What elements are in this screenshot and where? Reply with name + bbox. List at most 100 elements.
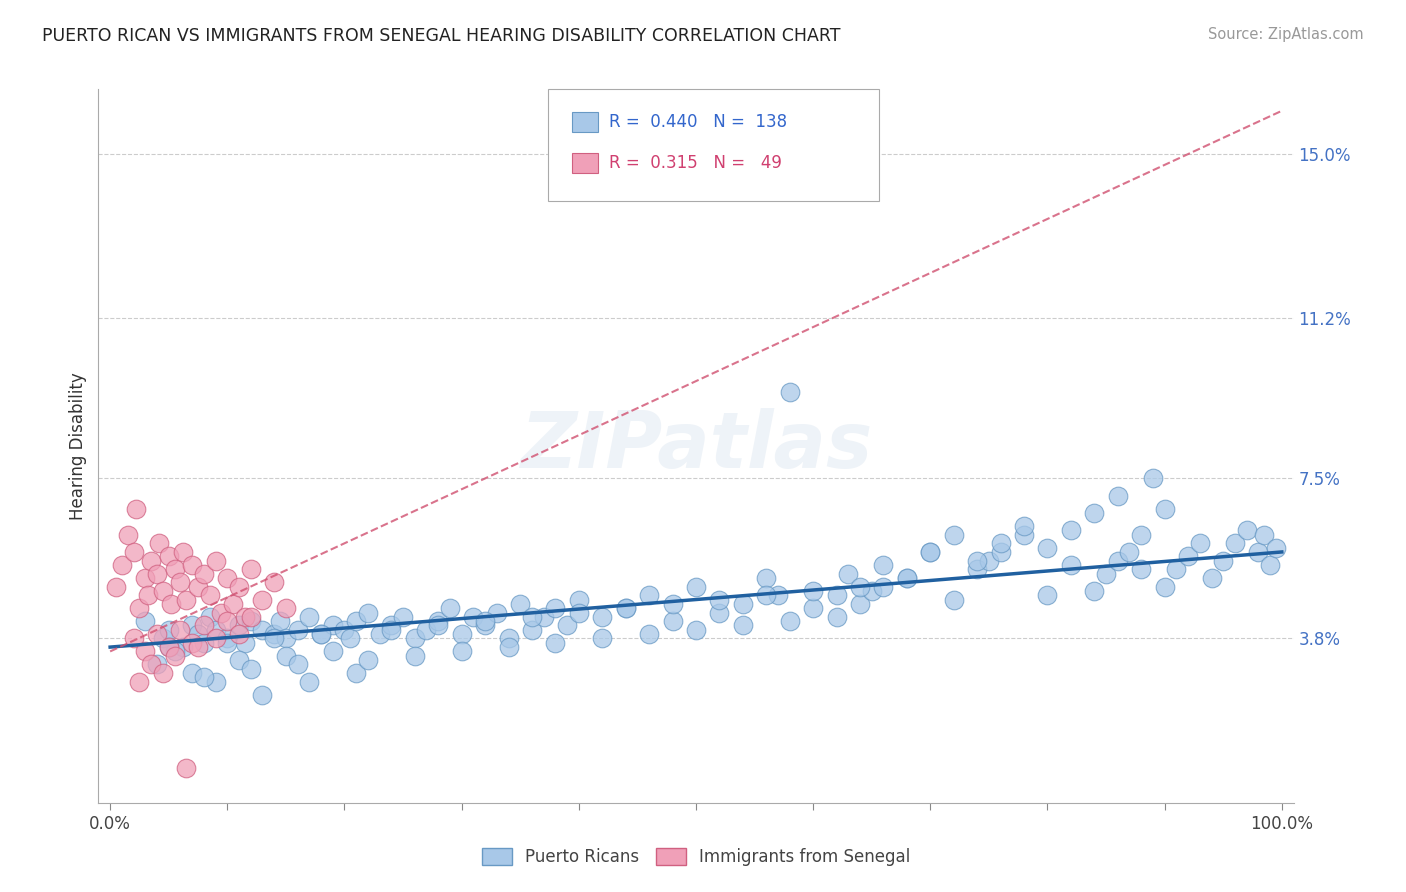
Point — [344, 614, 367, 628]
Point — [661, 597, 683, 611]
Point — [193, 636, 215, 650]
Y-axis label: Hearing Disability: Hearing Disability — [69, 372, 87, 520]
Point — [990, 545, 1012, 559]
Point — [169, 575, 191, 590]
Point — [731, 597, 754, 611]
Point — [198, 610, 221, 624]
Point — [614, 601, 637, 615]
Point — [801, 583, 824, 598]
Point — [187, 627, 209, 641]
Point — [339, 632, 361, 646]
Point — [204, 623, 226, 637]
Point — [274, 648, 297, 663]
Point — [287, 623, 309, 637]
Point — [204, 553, 226, 567]
Point — [193, 670, 215, 684]
Point — [357, 606, 380, 620]
Point — [1012, 519, 1035, 533]
Point — [344, 666, 367, 681]
Point — [298, 674, 321, 689]
Point — [427, 618, 450, 632]
Point — [415, 623, 437, 637]
Point — [287, 657, 309, 672]
Point — [1083, 506, 1105, 520]
Point — [122, 632, 145, 646]
Point — [1247, 545, 1270, 559]
Point — [427, 614, 450, 628]
Point — [204, 632, 226, 646]
Point — [544, 636, 567, 650]
Point — [187, 640, 209, 654]
Point — [942, 527, 965, 541]
Point — [1265, 541, 1288, 555]
Point — [520, 623, 543, 637]
Point — [134, 571, 156, 585]
Text: Source: ZipAtlas.com: Source: ZipAtlas.com — [1208, 27, 1364, 42]
Point — [157, 640, 180, 654]
Point — [181, 558, 204, 572]
Point — [1060, 558, 1083, 572]
Point — [233, 636, 256, 650]
Point — [193, 566, 215, 581]
Point — [217, 571, 239, 585]
Point — [1166, 562, 1188, 576]
Point — [1212, 553, 1234, 567]
Point — [555, 618, 578, 632]
Point — [439, 601, 461, 615]
Point — [146, 566, 169, 581]
Point — [252, 688, 274, 702]
Text: R =  0.440   N =  138: R = 0.440 N = 138 — [609, 113, 787, 131]
Point — [263, 627, 285, 641]
Point — [498, 640, 520, 654]
Point — [146, 657, 169, 672]
Point — [228, 653, 250, 667]
Point — [837, 566, 859, 581]
Point — [181, 618, 204, 632]
Point — [298, 610, 321, 624]
Point — [368, 627, 391, 641]
Point — [157, 549, 180, 564]
Point — [779, 384, 801, 399]
Point — [309, 627, 332, 641]
Point — [872, 580, 894, 594]
Point — [252, 623, 274, 637]
Point — [896, 571, 918, 585]
Point — [322, 644, 344, 658]
Point — [380, 618, 402, 632]
Point — [157, 640, 180, 654]
Point — [105, 580, 128, 594]
Point — [187, 580, 209, 594]
Point — [966, 562, 988, 576]
Point — [685, 580, 707, 594]
Point — [1107, 553, 1129, 567]
Point — [274, 632, 297, 646]
Point — [825, 610, 848, 624]
Point — [198, 588, 221, 602]
Point — [463, 610, 485, 624]
Text: ZIPatlas: ZIPatlas — [520, 408, 872, 484]
Point — [233, 610, 256, 624]
Point — [485, 606, 508, 620]
Point — [1118, 545, 1140, 559]
Point — [1036, 541, 1059, 555]
Point — [860, 583, 883, 598]
Point — [163, 562, 186, 576]
Point — [157, 623, 180, 637]
Point — [591, 632, 613, 646]
Point — [568, 592, 591, 607]
Point — [755, 588, 778, 602]
Point — [591, 610, 613, 624]
Point — [709, 592, 731, 607]
Point — [731, 618, 754, 632]
Point — [181, 636, 204, 650]
Point — [942, 592, 965, 607]
Point — [134, 614, 156, 628]
Point — [533, 610, 555, 624]
Point — [163, 648, 186, 663]
Point — [172, 545, 194, 559]
Point — [638, 627, 661, 641]
Point — [322, 618, 344, 632]
Point — [755, 571, 778, 585]
Point — [228, 627, 250, 641]
Point — [309, 627, 332, 641]
